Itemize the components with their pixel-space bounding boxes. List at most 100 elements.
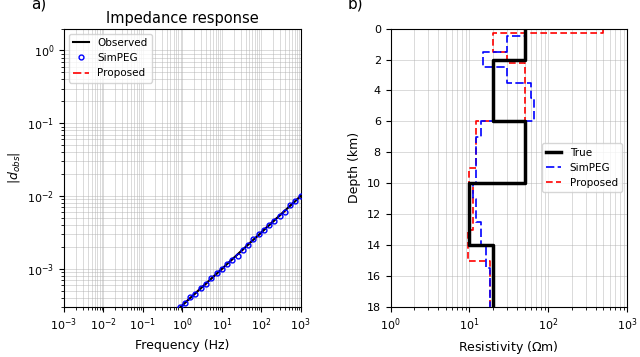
SimPEG (486, 305, 493, 309)
SimPEG (271, 219, 278, 223)
Proposed (472, 166, 479, 170)
Observed (191, 291, 199, 295)
Observed (186, 296, 194, 300)
SimPEG (155, 325, 163, 329)
SimPEG (281, 210, 289, 214)
SimPEG (134, 344, 141, 348)
SimPEG (286, 203, 294, 207)
Proposed (490, 50, 497, 54)
Observed (271, 218, 278, 222)
Observed (292, 199, 300, 203)
Observed (134, 345, 141, 349)
Proposed (521, 60, 529, 65)
Proposed (469, 181, 477, 185)
Proposed (600, 26, 607, 31)
SimPEG (144, 334, 152, 338)
SimPEG (129, 349, 136, 353)
Y-axis label: Depth (km): Depth (km) (348, 132, 361, 203)
SimPEG (527, 81, 534, 85)
Proposed (155, 325, 163, 329)
Proposed (265, 222, 273, 227)
Observed (171, 311, 179, 315)
SimPEG (477, 135, 485, 139)
Observed (150, 330, 157, 334)
True (490, 57, 497, 62)
Proposed (255, 233, 262, 238)
SimPEG (176, 305, 184, 310)
Proposed (212, 272, 220, 276)
SimPEG (503, 50, 511, 54)
SimPEG (197, 286, 205, 291)
SimPEG (150, 330, 157, 335)
Observed (124, 354, 131, 357)
Proposed (600, 31, 607, 35)
Observed (234, 252, 241, 257)
SimPEG (530, 119, 538, 124)
SimPEG (477, 119, 485, 124)
Observed (297, 194, 305, 198)
SimPEG (472, 135, 479, 139)
Proposed (244, 242, 252, 247)
Observed (139, 340, 147, 344)
True (490, 119, 497, 124)
Observed (144, 335, 152, 339)
Observed (239, 247, 246, 252)
Proposed (281, 209, 289, 213)
Proposed (466, 181, 474, 185)
Proposed (197, 286, 205, 290)
Observed (212, 272, 220, 276)
Proposed (297, 193, 305, 198)
SimPEG (503, 81, 511, 85)
Proposed (250, 237, 257, 242)
Proposed (503, 50, 511, 54)
Proposed (486, 258, 493, 263)
Proposed (469, 227, 477, 232)
Proposed (276, 213, 284, 218)
SimPEG (276, 214, 284, 218)
Proposed (171, 310, 179, 315)
Observed (129, 350, 136, 354)
SimPEG (171, 310, 179, 315)
X-axis label: Resistivity ($\Omega$m): Resistivity ($\Omega$m) (458, 339, 559, 356)
SimPEG (503, 65, 511, 69)
Observed (202, 281, 210, 286)
SimPEG (297, 194, 305, 198)
SimPEG (469, 197, 477, 201)
SimPEG (244, 242, 252, 247)
True (521, 57, 529, 62)
SimPEG (165, 317, 173, 321)
True (521, 119, 529, 124)
Line: Proposed: Proposed (468, 29, 604, 307)
Proposed (234, 252, 241, 257)
Observed (176, 306, 184, 310)
Proposed (464, 227, 472, 232)
SimPEG (521, 34, 529, 39)
SimPEG (202, 282, 210, 286)
Line: True: True (470, 29, 525, 307)
Proposed (144, 335, 152, 340)
SimPEG (239, 248, 246, 252)
True (466, 243, 474, 247)
SimPEG (482, 243, 490, 247)
Proposed (207, 276, 215, 281)
Line: Observed: Observed (64, 196, 301, 357)
Observed (265, 223, 273, 227)
Proposed (165, 316, 173, 320)
Proposed (139, 340, 147, 344)
Title: Impedance response: Impedance response (106, 11, 259, 26)
Proposed (286, 203, 294, 208)
Proposed (490, 31, 497, 35)
SimPEG (250, 237, 257, 241)
Observed (255, 233, 262, 237)
SimPEG (521, 26, 529, 31)
Proposed (466, 166, 474, 170)
True (466, 181, 474, 185)
Observed (218, 267, 225, 271)
Observed (223, 262, 231, 266)
Legend: Observed, SimPEG, Proposed: Observed, SimPEG, Proposed (69, 34, 152, 82)
Proposed (271, 218, 278, 222)
Proposed (202, 282, 210, 286)
True (521, 26, 529, 31)
SimPEG (218, 267, 225, 271)
Proposed (181, 301, 189, 305)
